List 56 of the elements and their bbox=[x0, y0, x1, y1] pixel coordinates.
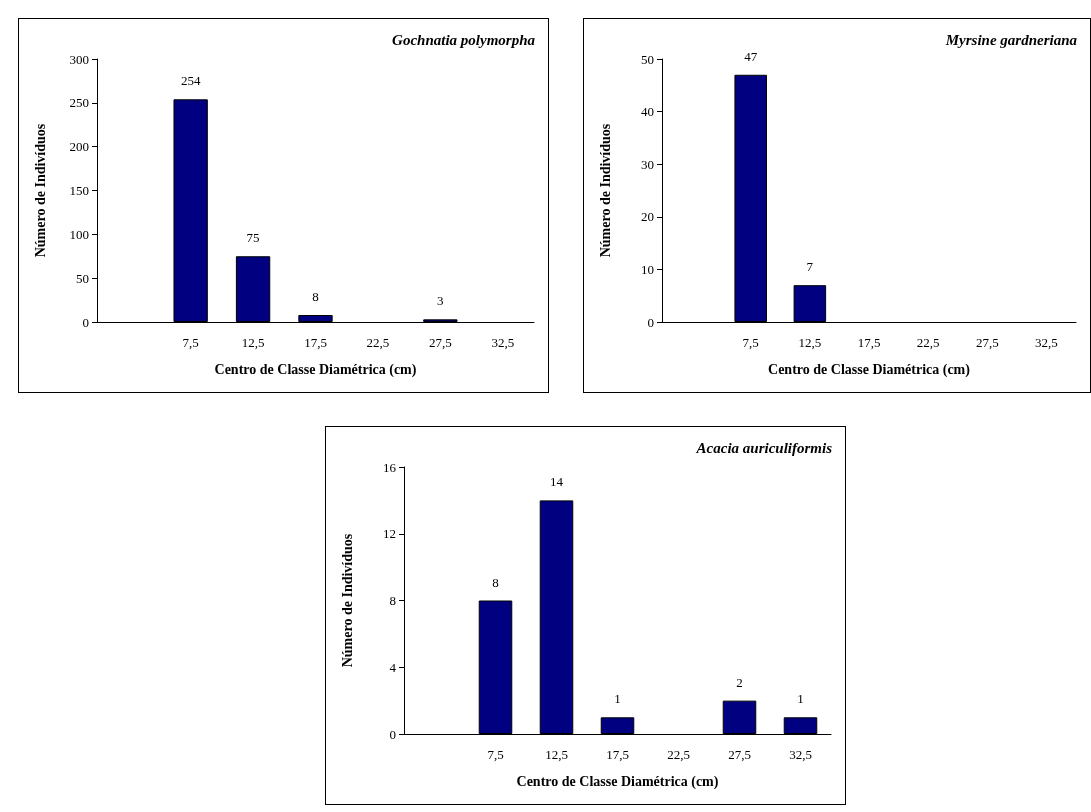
y-tick-label: 50 bbox=[76, 270, 89, 286]
x-tick-label: 32,5 bbox=[1035, 335, 1058, 350]
x-tick-label: 27,5 bbox=[975, 335, 999, 350]
x-axis-title: Centro de Classe Diamétrica (cm) bbox=[516, 773, 719, 790]
y-tick-label: 0 bbox=[82, 314, 89, 330]
y-tick-label: 4 bbox=[389, 659, 397, 675]
x-axis-title: Centro de Classe Diamétrica (cm) bbox=[214, 361, 417, 378]
x-tick-label: 32,5 bbox=[789, 747, 812, 762]
y-tick-label: 0 bbox=[647, 314, 654, 330]
data-label: 3 bbox=[437, 293, 444, 309]
data-label: 14 bbox=[550, 474, 564, 490]
x-tick-label: 17,5 bbox=[606, 747, 629, 762]
y-tick-label: 0 bbox=[389, 726, 396, 742]
y-tick-label: 30 bbox=[641, 156, 654, 172]
x-tick-label: 27,5 bbox=[728, 747, 751, 762]
data-label: 8 bbox=[492, 574, 499, 590]
data-label: 2 bbox=[736, 674, 743, 690]
chart-title: Myrsine gardneriana bbox=[944, 31, 1078, 48]
y-tick-label: 20 bbox=[641, 209, 654, 225]
x-tick-label: 32,5 bbox=[491, 335, 515, 350]
y-tick-label: 12 bbox=[383, 526, 396, 542]
x-tick-label: 17,5 bbox=[304, 335, 327, 350]
y-axis-title: Número de Indivíduos bbox=[339, 533, 355, 668]
y-tick-label: 300 bbox=[69, 51, 89, 67]
y-tick-label: 40 bbox=[641, 104, 654, 120]
y-tick-label: 50 bbox=[641, 51, 654, 67]
x-tick-label: 22,5 bbox=[366, 335, 390, 350]
y-axis-title: Número de Indivíduos bbox=[32, 123, 48, 258]
y-tick-label: 10 bbox=[641, 261, 654, 277]
x-tick-label: 7,5 bbox=[742, 335, 759, 350]
y-tick-label: 8 bbox=[389, 593, 396, 608]
y-axis-title: Número de Indivíduos bbox=[597, 123, 613, 258]
data-label: 47 bbox=[744, 48, 758, 64]
data-label: 1 bbox=[614, 691, 621, 707]
data-label: 75 bbox=[246, 230, 260, 246]
x-tick-label: 22,5 bbox=[667, 747, 690, 762]
data-label: 254 bbox=[180, 73, 201, 89]
chart-title: Acacia auriculiformis bbox=[695, 439, 833, 456]
x-tick-label: 7,5 bbox=[182, 335, 199, 350]
y-tick-label: 250 bbox=[69, 95, 89, 111]
y-tick-label: 150 bbox=[69, 183, 89, 198]
data-label: 1 bbox=[797, 691, 804, 707]
x-tick-label: 27,5 bbox=[428, 335, 452, 350]
x-tick-label: 17,5 bbox=[857, 335, 881, 350]
x-tick-label: 12,5 bbox=[241, 335, 265, 350]
x-tick-label: 22,5 bbox=[916, 335, 940, 350]
data-label: 8 bbox=[312, 288, 319, 304]
x-axis-title: Centro de Classe Diamétrica (cm) bbox=[768, 361, 971, 378]
y-tick-label: 200 bbox=[69, 139, 89, 155]
y-tick-label: 100 bbox=[69, 226, 89, 242]
x-tick-label: 12,5 bbox=[545, 747, 568, 762]
x-tick-label: 12,5 bbox=[798, 335, 822, 350]
x-tick-label: 7,5 bbox=[487, 747, 504, 762]
chart-title: Gochnatia polymorpha bbox=[392, 31, 536, 48]
data-label: 7 bbox=[806, 259, 814, 275]
y-tick-label: 16 bbox=[383, 459, 397, 475]
